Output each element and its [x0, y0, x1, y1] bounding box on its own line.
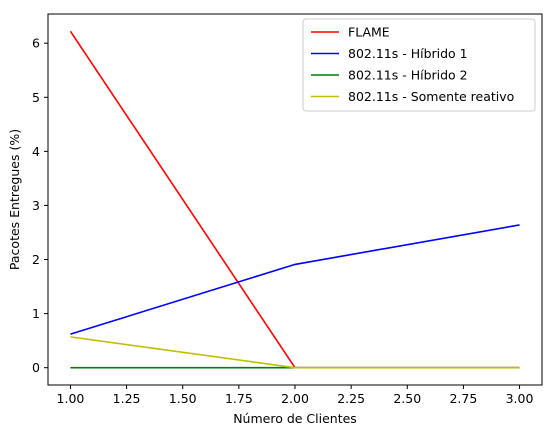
y-tick-label: 4: [32, 144, 40, 159]
legend: FLAME 802.11s - Híbrido 1 802.11s - Híbrid…: [302, 18, 536, 112]
x-tick-label: 1.00: [57, 391, 85, 406]
y-axis-label: Pacotes Entregues (%): [7, 129, 22, 270]
x-tick-label: 3.00: [506, 391, 534, 406]
x-axis-ticks: 1.00 1.25 1.50 1.75 2.00 2.25 2.50 2.75 3.00: [57, 385, 534, 406]
x-tick-label: 1.75: [225, 391, 253, 406]
legend-box: [302, 18, 536, 112]
x-axis-label: Número de Clientes: [233, 411, 357, 426]
series-layer: [69, 30, 520, 369]
x-tick-label: 2.50: [393, 391, 421, 406]
y-tick-label: 6: [32, 36, 40, 51]
legend-label-3: 802.11s - Híbrido 2: [348, 68, 468, 83]
plot-frame: [47, 13, 543, 386]
x-tick-label: 2.25: [337, 391, 365, 406]
y-tick-label: 0: [32, 360, 40, 375]
x-tick-label: 1.25: [113, 391, 141, 406]
series-line-2: [70, 224, 520, 335]
series-line-4: [70, 336, 520, 369]
legend-label-1: FLAME: [348, 25, 390, 40]
y-tick-label: 1: [32, 306, 40, 321]
y-tick-label: 2: [32, 252, 40, 267]
y-tick-label: 5: [32, 90, 40, 105]
y-tick-label: 3: [32, 198, 40, 213]
legend-label-4: 802.11s - Somente reativo: [348, 89, 514, 104]
legend-label-2: 802.11s - Híbrido 1: [348, 46, 468, 61]
x-tick-label: 2.00: [281, 391, 309, 406]
y-axis-ticks: 0 1 2 3 4 5 6: [32, 36, 48, 375]
x-tick-label: 1.50: [169, 391, 197, 406]
x-tick-label: 2.75: [449, 391, 477, 406]
